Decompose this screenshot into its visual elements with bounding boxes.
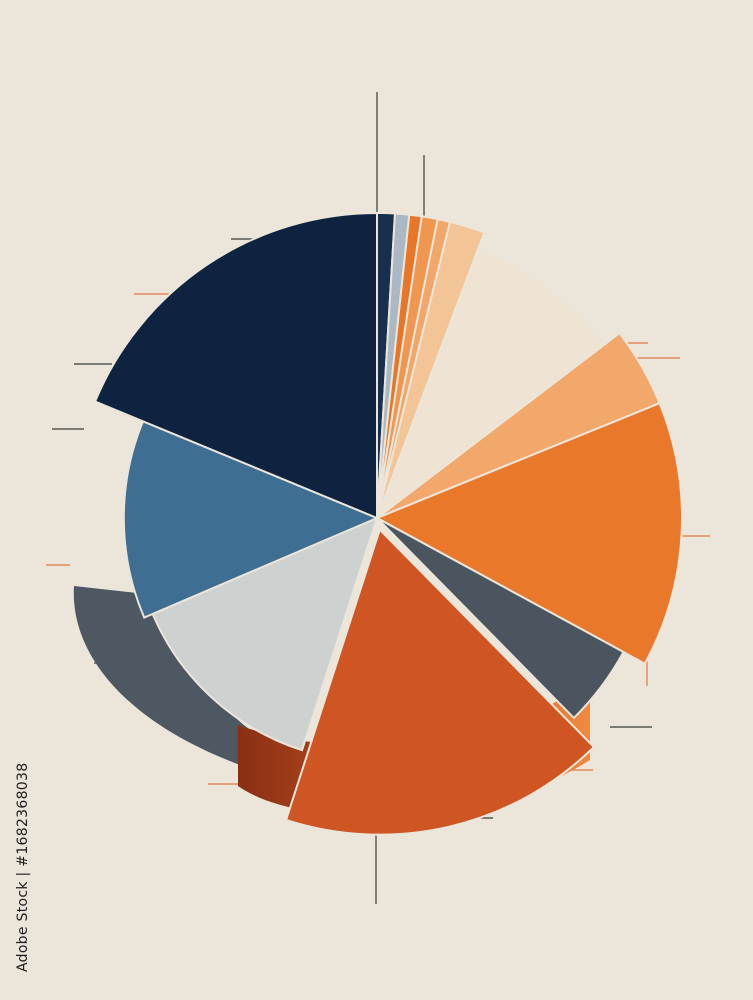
lower-left-ring (73, 586, 300, 765)
pie-slice-6 (374, 248, 607, 521)
pie-slice-11 (151, 516, 379, 752)
pie-slices (93, 211, 683, 836)
pie-slice-13 (93, 211, 378, 520)
pie-slice-8 (374, 401, 683, 666)
stock-id-watermark: Adobe Stock | #1682368038 (15, 762, 31, 973)
pie-slice-12 (122, 419, 380, 619)
pie-slice-10 (284, 527, 596, 836)
pie-slice-9 (376, 517, 625, 720)
